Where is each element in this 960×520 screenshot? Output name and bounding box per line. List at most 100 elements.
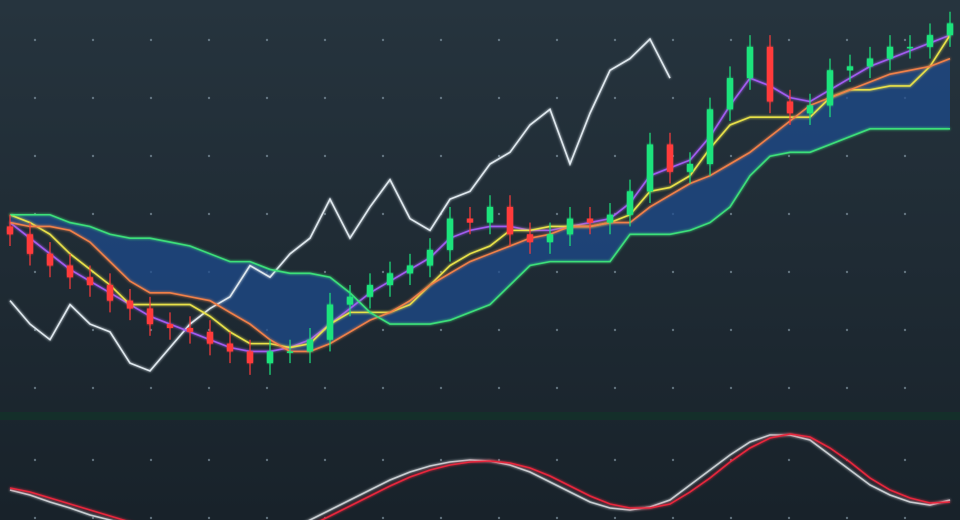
grid-dot (845, 38, 849, 42)
grid-dot (497, 38, 501, 42)
cloud (410, 285, 430, 325)
line-series (9, 37, 671, 372)
grid-dot (33, 38, 37, 42)
grid-dot (903, 328, 907, 332)
candle-body (947, 23, 953, 36)
grid-dot (381, 212, 385, 216)
grid-dot (613, 516, 617, 520)
grid-dot (845, 212, 849, 216)
grid-dot (439, 270, 443, 274)
candle-body (407, 265, 413, 274)
candle-body (607, 214, 613, 223)
candle-body (467, 218, 473, 223)
cloud (770, 121, 790, 157)
candle-body (667, 144, 673, 172)
grid-dot (207, 386, 211, 390)
panel-divider (0, 412, 960, 420)
grid-dot (323, 212, 327, 216)
grid-dot (555, 386, 559, 390)
candle-body (47, 253, 53, 266)
grid-dot (207, 154, 211, 158)
grid-dot (207, 212, 211, 216)
grid-dot (671, 458, 675, 462)
grid-dot (265, 212, 269, 216)
grid-dot (787, 516, 791, 520)
grid-dot (381, 38, 385, 42)
grid-dot (555, 458, 559, 462)
grid-dot (33, 96, 37, 100)
grid-dot (613, 386, 617, 390)
grid-dot (381, 154, 385, 158)
grid-dot (439, 328, 443, 332)
cloud (630, 206, 650, 235)
grid-dot (555, 154, 559, 158)
candle-body (687, 164, 693, 172)
grid-dot (903, 212, 907, 216)
candle-body (767, 46, 773, 102)
grid-dot (33, 516, 37, 520)
grid-dot (787, 328, 791, 332)
grid-dot (439, 154, 443, 158)
grid-dot (265, 96, 269, 100)
candle-body (647, 144, 653, 192)
grid-dot (613, 154, 617, 158)
grid-dot (149, 386, 153, 390)
candle-body (187, 328, 193, 332)
grid-dot (207, 96, 211, 100)
candle-body (387, 273, 393, 286)
grid-dot (381, 516, 385, 520)
cloud (530, 234, 550, 266)
candle-body (127, 300, 133, 309)
line-series (10, 128, 950, 325)
grid-dot (845, 328, 849, 332)
cloud (330, 277, 350, 344)
candle-body (527, 234, 533, 243)
cloud (150, 238, 170, 293)
grid-dot (671, 386, 675, 390)
cloud (710, 164, 730, 223)
candle-body (927, 35, 933, 47)
grid-dot (323, 458, 327, 462)
grid-dot (149, 516, 153, 520)
candle-body (347, 296, 353, 305)
cloud (510, 238, 530, 286)
candle-body (147, 308, 153, 325)
grid-dot (903, 516, 907, 520)
grid-dot (439, 96, 443, 100)
grid-dot (729, 386, 733, 390)
cloud (750, 136, 770, 176)
candle-body (727, 78, 733, 110)
cloud (670, 183, 690, 235)
grid-dot (555, 212, 559, 216)
grid-dot (497, 458, 501, 462)
line-series (9, 434, 951, 520)
candle-body (547, 234, 553, 243)
cloud (50, 214, 70, 231)
grid-dot (265, 516, 269, 520)
line-series (9, 433, 951, 520)
candle-body (747, 46, 753, 79)
candle-body (27, 234, 33, 254)
grid-dot (91, 38, 95, 42)
grid-dot (33, 270, 37, 274)
cloud (730, 152, 750, 207)
grid-dot (555, 328, 559, 332)
grid-dot (729, 270, 733, 274)
grid-dot (613, 38, 617, 42)
cloud (570, 226, 590, 262)
grid-dot (671, 328, 675, 332)
candle-body (247, 351, 253, 364)
grid-dot (149, 458, 153, 462)
candle-body (227, 343, 233, 352)
grid-dot (323, 38, 327, 42)
candle-body (627, 191, 633, 215)
grid-dot (671, 270, 675, 274)
cloud (190, 246, 210, 301)
candle-body (507, 206, 513, 235)
grid-dot (381, 458, 385, 462)
cloud (490, 246, 510, 305)
grid-dot (439, 458, 443, 462)
grid-dot (149, 212, 153, 216)
grid-dot (33, 458, 37, 462)
candle-body (827, 70, 833, 106)
